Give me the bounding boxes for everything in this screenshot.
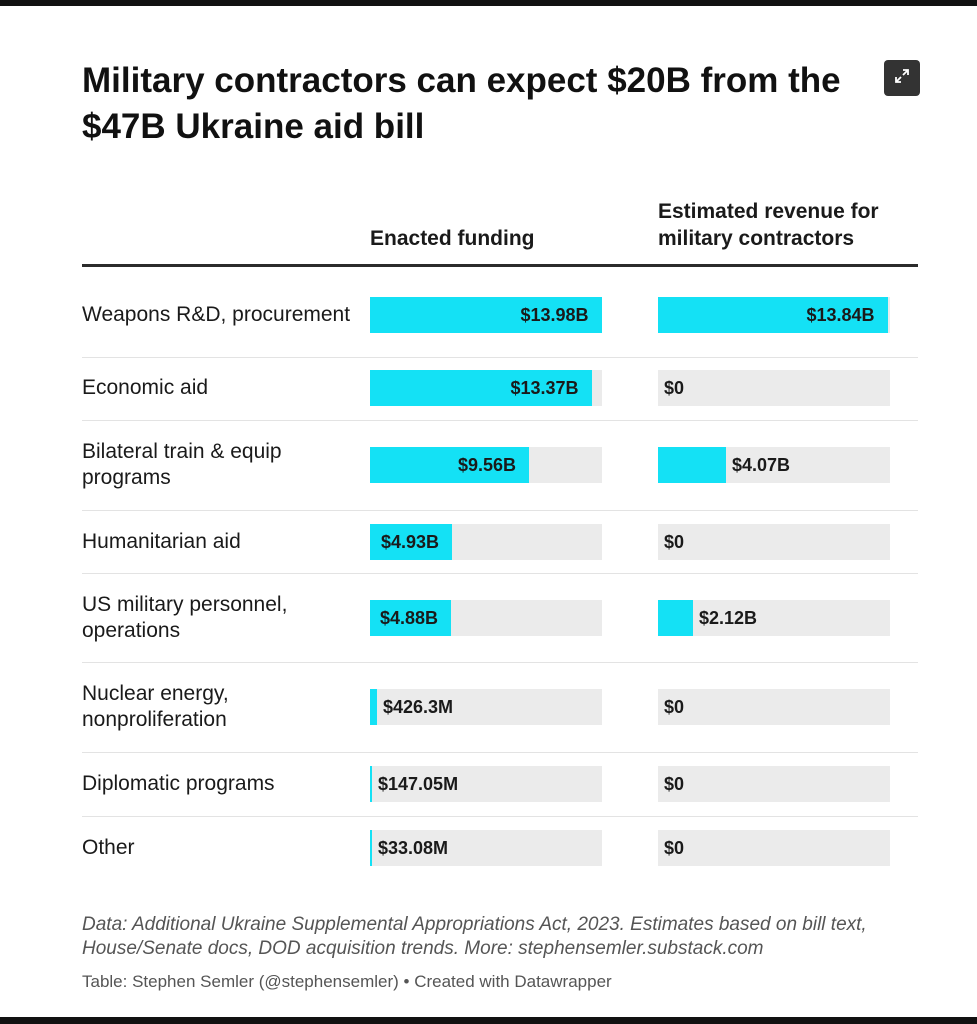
enacted-bar-track: $13.98B <box>370 297 602 333</box>
revenue-value-label: $2.12B <box>699 608 758 628</box>
enacted-bar <box>370 830 372 866</box>
revenue-value-label: $0 <box>664 838 685 858</box>
row-label-text: Nuclear energy, nonproliferation <box>82 682 229 731</box>
enacted-value-label: $13.98B <box>520 305 589 325</box>
row-label-text: Other <box>82 836 135 859</box>
row-label: US military personnel, operations <box>82 575 352 661</box>
revenue-bar-track: $0 <box>658 689 890 725</box>
revenue-value-label: $0 <box>664 774 685 794</box>
enacted-bar-track: $4.93B <box>370 524 602 560</box>
bottom-border <box>0 1017 977 1024</box>
enacted-bar <box>370 600 451 636</box>
row-label: Weapons R&D, procurement <box>82 272 352 358</box>
revenue-bar-track: $13.84B <box>658 297 890 333</box>
enacted-value-label: $9.56B <box>458 455 517 475</box>
enacted-bar-track: $9.56B <box>370 447 602 483</box>
revenue-bar-track: $0 <box>658 830 890 866</box>
header-divider <box>82 264 918 267</box>
row-label: Bilateral train & equip programs <box>82 422 352 508</box>
enacted-bar-track: $13.37B <box>370 370 602 406</box>
enacted-bar <box>370 766 372 802</box>
revenue-bar <box>658 297 888 333</box>
row-label: Humanitarian aid <box>82 511 352 573</box>
credit-line: Table: Stephen Semler (@stephensemler) •… <box>82 972 612 991</box>
row-divider <box>82 510 918 511</box>
enacted-bar-track: $33.08M <box>370 830 602 866</box>
column-header-revenue: Estimated revenue for military contracto… <box>658 200 879 250</box>
enacted-bar-track: $4.88B <box>370 600 602 636</box>
revenue-bar-track: $4.07B <box>658 447 890 483</box>
revenue-value-label: $0 <box>664 532 685 552</box>
enacted-bar <box>370 370 592 406</box>
revenue-value-label: $4.07B <box>732 455 791 475</box>
row-label-text: Diplomatic programs <box>82 772 275 795</box>
column-header-enacted: Enacted funding <box>370 227 535 250</box>
row-divider <box>82 816 918 817</box>
row-divider <box>82 420 918 421</box>
expand-arrows-icon <box>893 67 911 90</box>
row-label-text: Bilateral train & equip programs <box>82 440 282 489</box>
revenue-value-label: $0 <box>664 378 685 398</box>
enacted-value-label: $13.37B <box>510 378 579 398</box>
enacted-value-label: $147.05M <box>378 774 459 794</box>
row-divider <box>82 662 918 663</box>
chart-title: Military contractors can expect $20B fro… <box>82 61 841 146</box>
revenue-bar-track: $0 <box>658 524 890 560</box>
revenue-value-label: $0 <box>664 697 685 717</box>
enacted-value-label: $4.88B <box>380 608 439 628</box>
enacted-bar <box>370 297 602 333</box>
row-label-text: US military personnel, operations <box>82 593 288 642</box>
source-note: Data: Additional Ukraine Supplemental Ap… <box>82 914 867 959</box>
revenue-bar <box>658 600 693 636</box>
row-label-text: Economic aid <box>82 376 209 399</box>
row-label: Economic aid <box>82 357 352 419</box>
enacted-value-label: $4.93B <box>381 532 440 552</box>
revenue-bar-track: $0 <box>658 766 890 802</box>
row-label: Diplomatic programs <box>82 753 352 815</box>
enacted-bar <box>370 524 452 560</box>
enacted-bar <box>370 447 529 483</box>
enacted-bar-track: $147.05M <box>370 766 602 802</box>
row-label: Other <box>82 817 352 879</box>
revenue-bar-track: $2.12B <box>658 600 890 636</box>
enacted-value-label: $33.08M <box>378 838 449 858</box>
row-label-text: Humanitarian aid <box>82 530 241 553</box>
row-divider <box>82 573 918 574</box>
enacted-bar-track: $426.3M <box>370 689 602 725</box>
expand-button[interactable] <box>884 60 920 96</box>
row-divider <box>82 357 918 358</box>
revenue-value-label: $13.84B <box>806 305 875 325</box>
enacted-value-label: $426.3M <box>383 697 454 717</box>
row-divider <box>82 752 918 753</box>
top-border <box>0 0 977 6</box>
row-label: Nuclear energy, nonproliferation <box>82 664 352 750</box>
enacted-bar <box>370 689 377 725</box>
row-label-text: Weapons R&D, procurement <box>82 303 351 326</box>
revenue-bar <box>658 447 726 483</box>
revenue-bar-track: $0 <box>658 370 890 406</box>
